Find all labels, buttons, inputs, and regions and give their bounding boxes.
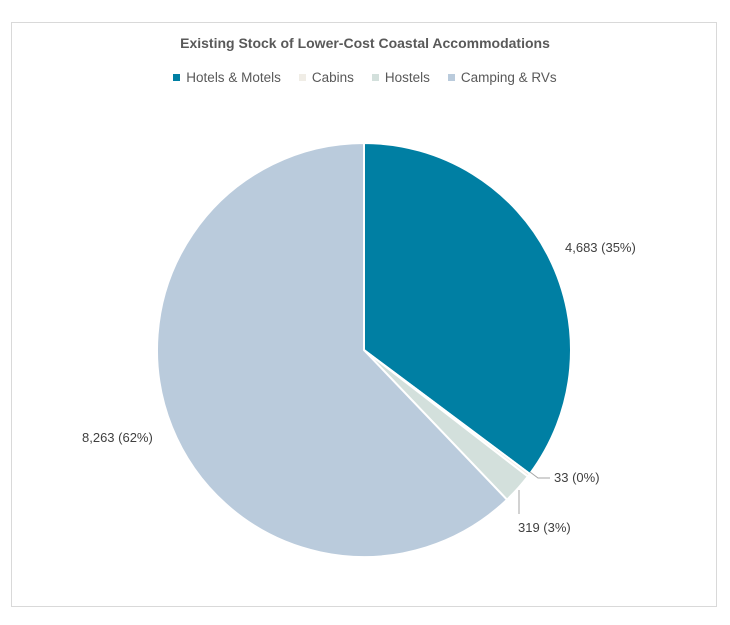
slice-camping-rvs: [156, 141, 509, 558]
legend-label: Camping & RVs: [460, 70, 557, 85]
legend-item-cabins: Cabins: [298, 70, 354, 85]
legend-item-hotels-motels: Hotels & Motels: [173, 70, 281, 85]
legend-swatch: [298, 74, 306, 81]
legend-item-camping-rvs: Camping & RVs: [447, 70, 557, 85]
legend-swatch: [447, 74, 455, 81]
legend-item-hostels: Hostels: [371, 70, 430, 85]
slice-hotels-motels: [363, 141, 572, 476]
data-label: 4,683 (35%): [565, 240, 636, 255]
data-label: 33 (0%): [554, 470, 600, 485]
chart-legend: Hotels & Motels Cabins Hostels Camping &…: [0, 70, 730, 85]
data-label: 319 (3%): [518, 520, 571, 535]
legend-label: Hostels: [384, 70, 430, 85]
chart-title: Existing Stock of Lower-Cost Coastal Acc…: [180, 35, 550, 51]
legend-label: Cabins: [311, 70, 354, 85]
data-label: 8,263 (62%): [82, 430, 153, 445]
leader-line: [529, 471, 550, 479]
legend-label: Hotels & Motels: [186, 70, 281, 85]
legend-swatch: [173, 74, 181, 81]
legend-swatch: [371, 74, 379, 81]
